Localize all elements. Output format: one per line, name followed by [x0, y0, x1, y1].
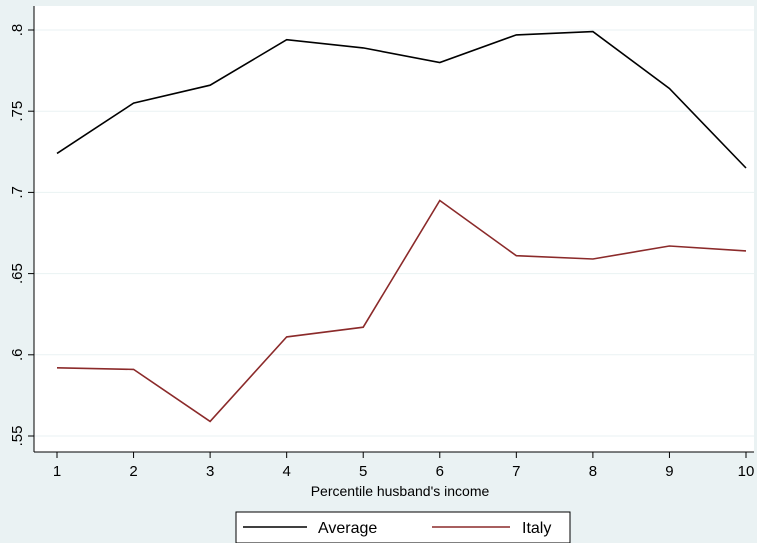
x-tick-label-1: 2	[129, 463, 137, 480]
x-tick-label-6: 7	[512, 463, 520, 480]
x-tick-label-5: 6	[436, 463, 444, 480]
x-tick-label-3: 4	[282, 463, 290, 480]
x-tick-label-7: 8	[589, 463, 597, 480]
series-line-italy	[56, 199, 747, 423]
x-tick-label-0: 1	[53, 463, 61, 480]
x-tick-label-2: 3	[206, 463, 214, 480]
x-axis-label: Percentile husband's income	[311, 483, 490, 499]
x-tick-label-9: 10	[738, 463, 755, 480]
legend-label-average: Average	[318, 520, 377, 537]
y-tick-label-4: .75	[9, 101, 26, 122]
axes: .55 .6 .65 .7 .75 .8 1 2 3 4 5 6 7 8 9 10	[9, 6, 754, 480]
plot-area	[34, 6, 754, 452]
series-lines	[56, 30, 747, 423]
legend-label-italy: Italy	[522, 520, 551, 537]
y-tick-label-5: .8	[9, 24, 26, 37]
y-tick-label-1: .6	[9, 349, 26, 362]
y-tick-label-2: .65	[9, 263, 26, 284]
x-tick-label-4: 5	[359, 463, 367, 480]
x-tick-label-8: 9	[665, 463, 673, 480]
series-line-average	[56, 30, 747, 169]
y-tick-label-3: .7	[9, 186, 26, 199]
y-tick-label-0: .55	[9, 426, 26, 447]
legend: Average Italy	[235, 511, 571, 543]
grid-lines	[34, 29, 754, 437]
